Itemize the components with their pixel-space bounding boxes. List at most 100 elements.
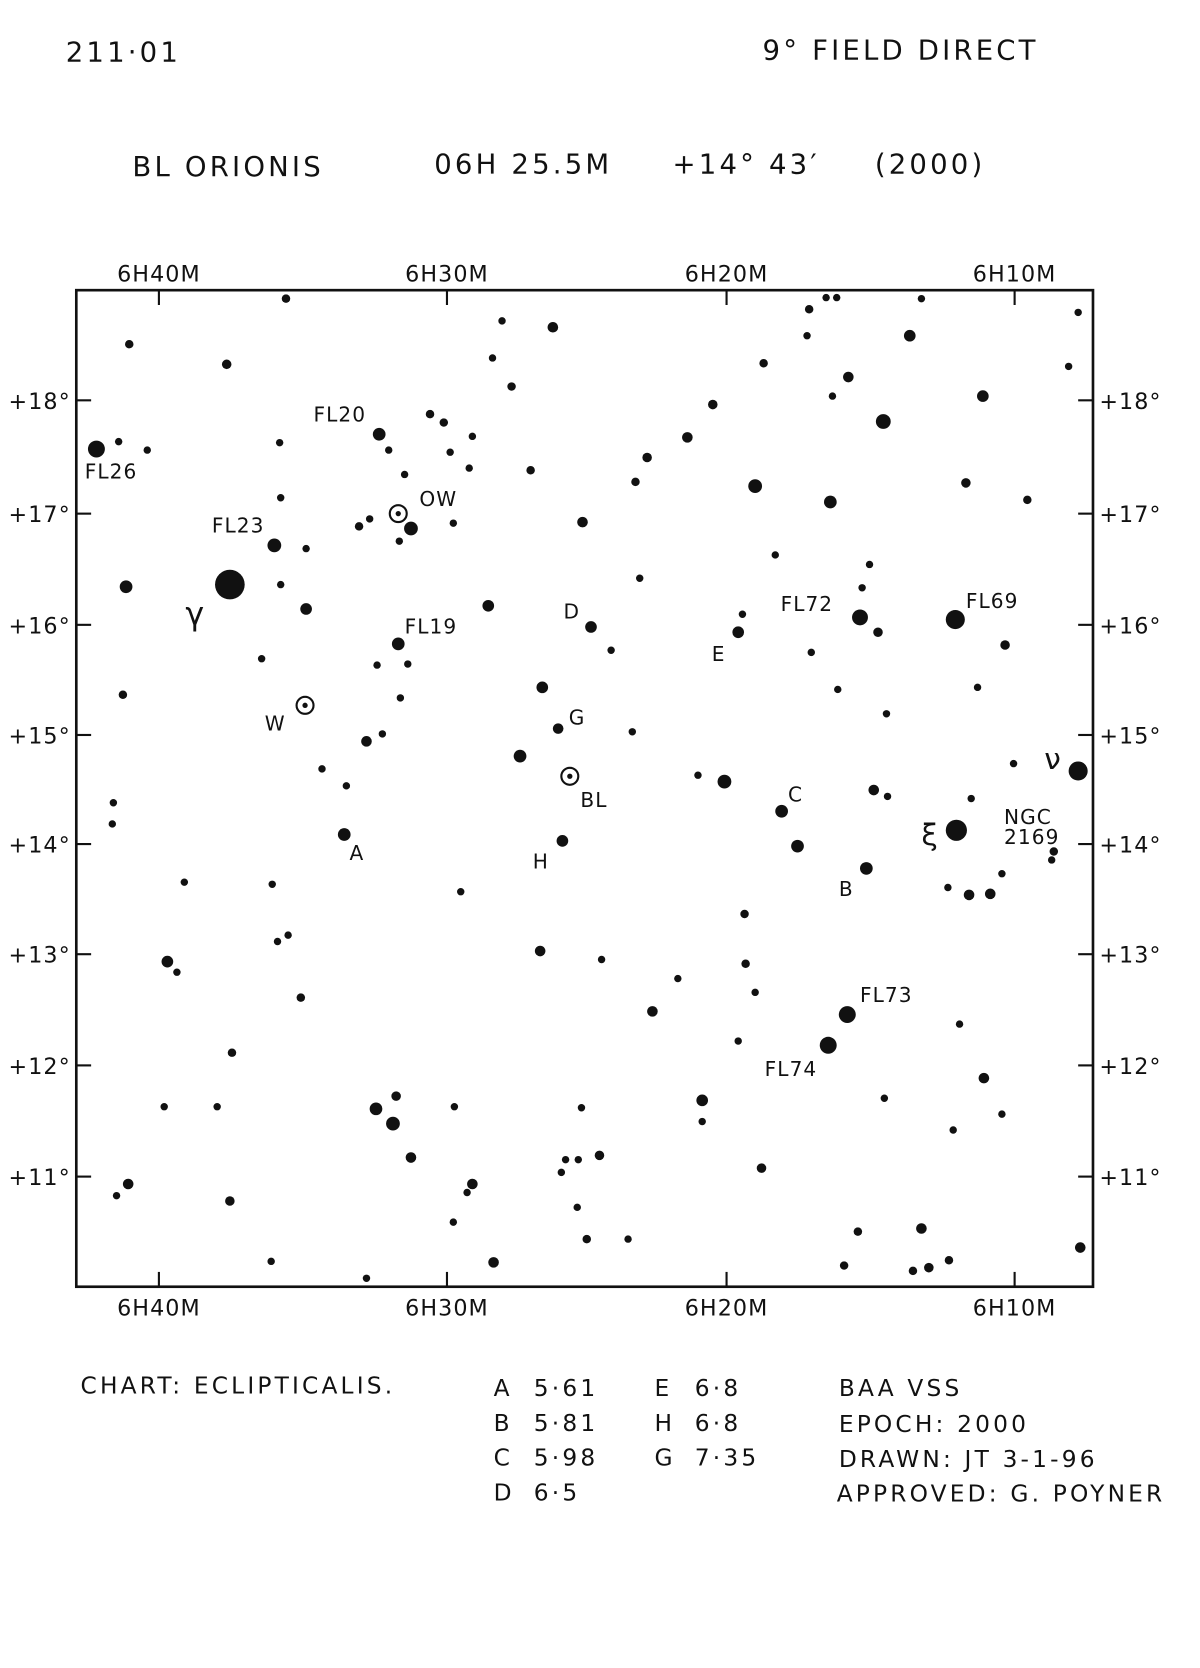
star	[273, 937, 282, 946]
ra-label-top: 6H20M	[685, 262, 769, 288]
ra: 06H 25.5M	[434, 149, 612, 181]
star	[978, 1072, 990, 1084]
star	[984, 888, 996, 900]
star	[852, 609, 868, 626]
star	[1023, 495, 1032, 505]
star	[594, 1150, 605, 1161]
star	[465, 464, 473, 472]
comparison-magnitude: 5·81	[534, 1410, 599, 1437]
star	[467, 1178, 478, 1190]
star-label: C	[788, 783, 803, 807]
star	[868, 784, 880, 796]
star	[577, 1104, 586, 1112]
star	[552, 723, 564, 734]
dec: +14° 43′	[673, 149, 820, 181]
star	[267, 1257, 275, 1266]
star	[386, 1116, 400, 1131]
star	[385, 446, 393, 454]
star	[143, 446, 151, 454]
star	[557, 1168, 566, 1177]
star	[87, 440, 105, 458]
star	[534, 945, 546, 957]
star	[998, 1110, 1006, 1118]
star	[945, 819, 967, 841]
star	[839, 1261, 849, 1270]
star	[944, 1256, 954, 1265]
star	[756, 1163, 767, 1173]
star	[1049, 847, 1059, 856]
star	[832, 293, 841, 302]
star	[865, 560, 874, 569]
comparison-magnitude: 5·98	[534, 1445, 599, 1472]
star	[482, 599, 495, 612]
star	[775, 804, 788, 818]
star	[804, 305, 814, 314]
star	[908, 1266, 918, 1276]
star	[963, 889, 975, 901]
star	[843, 371, 854, 383]
star	[977, 390, 989, 402]
star	[119, 580, 133, 594]
star	[526, 465, 535, 475]
star	[880, 1094, 889, 1102]
star	[694, 771, 702, 779]
dec-label-left: +14°	[9, 833, 71, 859]
dec-label-right: +11°	[1099, 1165, 1161, 1191]
star-label: E	[712, 642, 726, 666]
star	[973, 683, 982, 692]
star-label: ν	[1044, 741, 1062, 776]
star	[838, 1006, 856, 1024]
star	[227, 1048, 237, 1057]
star	[160, 1102, 168, 1111]
comparison-letter: G	[655, 1445, 676, 1472]
footer-epoch: EPOCH: 2000	[839, 1411, 1029, 1438]
star	[488, 1257, 499, 1268]
star	[967, 794, 975, 803]
star	[225, 1196, 235, 1206]
star	[161, 955, 174, 968]
star-labels: FL26 FL20 FL23 OW γ FL19 W D G BL A H E FL72 FL69 Cξ NGC…	[85, 403, 1062, 1081]
star	[302, 544, 310, 553]
star	[112, 1191, 121, 1200]
organisation: BAA VSS	[839, 1375, 963, 1402]
dec-label-right: +13°	[1099, 943, 1161, 969]
star	[828, 392, 837, 400]
star	[404, 521, 418, 536]
dec-label-left: +13°	[9, 943, 71, 969]
star	[395, 537, 404, 545]
comparison-magnitude: 6·8	[695, 1375, 742, 1402]
star	[859, 862, 873, 875]
chart-source: CHART: ECLIPTICALIS.	[81, 1373, 396, 1400]
field-title: 9° FIELD DIRECT	[763, 34, 1039, 66]
star	[446, 448, 454, 456]
star-label: FL19	[405, 614, 458, 638]
star	[457, 888, 465, 896]
star	[875, 414, 891, 429]
star	[1068, 761, 1088, 781]
star-label: B	[839, 877, 854, 901]
star	[573, 1203, 581, 1212]
dec-label-right: +16°	[1099, 613, 1161, 639]
star	[449, 1218, 458, 1226]
star	[342, 782, 351, 790]
star	[807, 648, 815, 657]
star	[741, 959, 750, 968]
variable-star	[388, 504, 408, 524]
star-label: γ	[185, 597, 205, 633]
comparison-magnitude: 6·5	[534, 1480, 581, 1507]
star-label: ξ	[921, 817, 939, 852]
star-label: FL74	[765, 1057, 818, 1081]
star	[257, 655, 266, 663]
ra-label-bottom: 6H10M	[973, 1295, 1057, 1321]
star	[819, 1036, 837, 1054]
star-label: OW	[419, 487, 457, 511]
dec-label-right: +15°	[1099, 723, 1161, 749]
star-label: G	[569, 705, 586, 729]
variable-star-dot	[302, 702, 308, 708]
star	[955, 1020, 964, 1028]
star	[391, 637, 405, 651]
dec-label-left: +11°	[9, 1165, 71, 1191]
star	[109, 799, 118, 807]
star-label: NGC	[1004, 805, 1052, 829]
ra-label-top: 6H40M	[117, 262, 201, 288]
